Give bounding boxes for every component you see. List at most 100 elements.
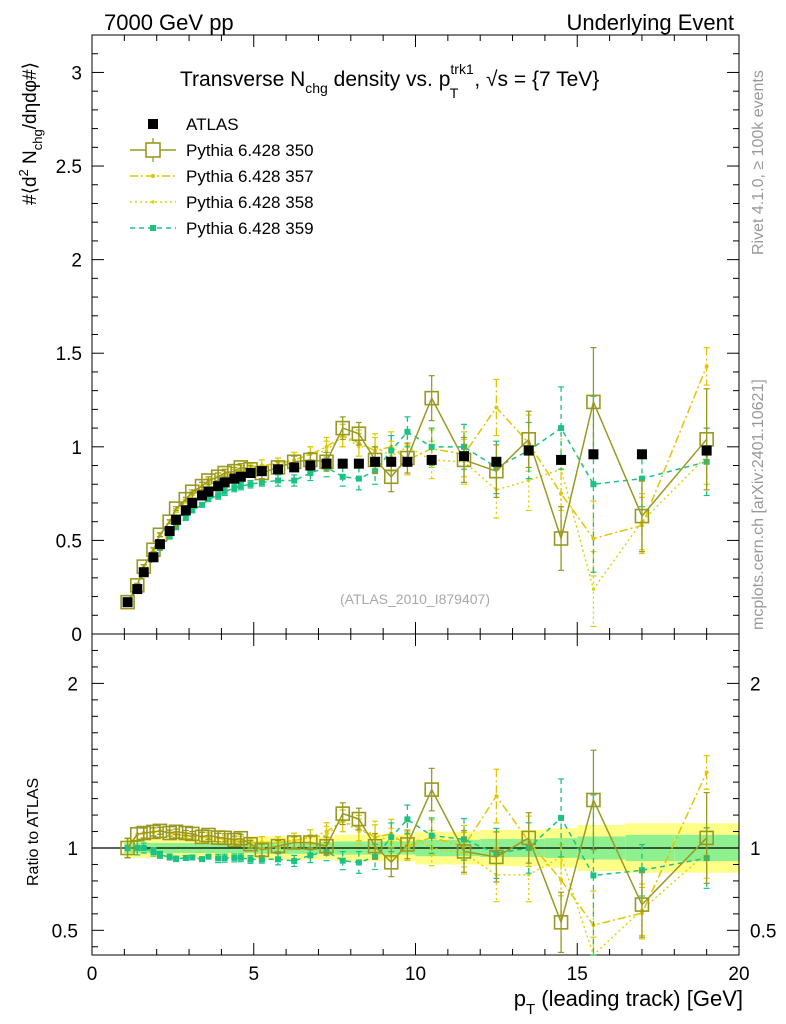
ratio-point-p350 [351,811,367,827]
ylabel-sub: chg [30,129,45,150]
ratio-point-p350 [699,830,714,846]
legend-entry-atlas: ATLAS [148,115,239,134]
legend-label: Pythia 6.428 359 [186,219,314,238]
ratio-point-p350 [254,842,270,858]
legend-marker [151,174,155,178]
data-point-atlas [523,445,534,456]
data-point-p359 [215,492,222,499]
data-point-atlas [556,454,567,465]
ratio-point-p359 [166,853,173,860]
ratio-point-p350 [553,915,569,930]
ratio-y-tick-label-right: 2 [750,674,761,695]
y-tick-label-top: 0.5 [56,531,82,552]
ratio-point-p357 [704,770,709,775]
ratio-point-p359 [258,856,265,863]
ratio-point-p350 [286,835,302,850]
ratio-point-p359 [247,856,254,863]
data-point-atlas [289,462,300,473]
data-point-p350 [120,594,135,610]
ylabel-c: /dηdφ#⟩ [20,62,41,129]
data-point-atlas [273,464,284,475]
title-sub1: chg [305,80,328,96]
data-point-p357 [591,536,596,541]
data-point-p357 [704,364,709,369]
x-tick-label: 15 [567,964,588,985]
data-point-atlas [337,458,348,469]
ratio-point-p359 [140,845,147,851]
data-point-p359 [638,475,645,482]
ratio-point-p359 [150,849,157,856]
data-point-p350 [383,469,399,485]
data-point-p359 [404,428,411,435]
header-left: 7000 GeV pp [104,10,234,35]
y-tick-label-top: 3 [71,63,82,84]
data-point-atlas [171,514,182,525]
data-point-p359 [388,447,395,454]
ratio-y-tick-label-left: 0.5 [52,921,78,942]
data-point-atlas [353,458,364,469]
ratio-point-p350 [456,844,472,859]
ratio-point-p358 [357,830,361,834]
data-point-atlas [138,567,149,578]
data-point-atlas [229,473,240,484]
data-point-p359 [291,477,298,484]
title-sub2: T [450,85,459,101]
data-point-atlas [386,456,397,467]
x-axis-label: pT (leading track) [GeV] [514,986,743,1018]
analysis-watermark: (ATLAS_2010_I879407) [340,591,490,607]
y-tick-label-top: 2.5 [56,157,82,178]
ratio-point-p350 [489,849,504,865]
legend-entry-p357: Pythia 6.428 357 [130,167,314,186]
data-point-p359 [339,473,346,480]
data-point-p358 [591,587,596,591]
ratio-point-p350 [634,897,650,912]
ratio-y-tick-label-right: 1 [750,839,761,860]
data-point-atlas [154,539,165,550]
ratio-point-p359 [237,854,244,861]
data-point-atlas [491,456,502,467]
data-point-atlas [122,597,133,608]
legend-entry-p359: Pythia 6.428 359 [130,219,314,238]
data-point-p350 [351,426,367,442]
data-point-atlas [164,526,175,537]
data-point-atlas [701,445,712,456]
legend-entry-p358: Pythia 6.428 358 [130,193,314,212]
y-tick-label-top: 1 [71,438,82,459]
y-tick-label-top: 1.5 [56,344,82,365]
data-point-atlas [370,456,381,467]
data-point-p359 [275,477,282,484]
series-line-p358 [126,434,708,603]
y-tick-label-top: 0 [71,625,82,646]
series-atlas [122,445,712,608]
legend: ATLAS Pythia 6.428 350 Pythia 6.428 357 Pyt… [130,115,314,238]
data-point-atlas [196,490,207,501]
data-point-p358 [324,448,329,453]
data-point-p359 [558,425,565,432]
y-axis-label-top: #⟨d2 Nchg/dηdφ#⟩ [16,62,45,205]
ylabel-b: N [20,150,41,169]
x-tick-label: 20 [728,964,749,985]
ratio-point-p359 [590,872,597,879]
plot-title: Transverse Nchg density vs. ptrk1 T , √s =… [180,61,599,101]
ratio-point-p359 [205,853,212,860]
ratio-point-p359 [231,854,238,861]
ratio-point-p350 [319,838,334,854]
y-tick-label-top: 2 [71,251,82,272]
ratio-line-p358 [127,819,708,957]
xlabel-sub: T [526,1001,535,1018]
data-point-p359 [198,501,205,508]
data-point-p358 [357,445,361,449]
ratio-point-p359 [558,814,565,821]
ratio-point-p350 [424,782,439,797]
ratio-line-p359 [127,816,707,877]
data-point-atlas [402,456,413,467]
ratio-point-p350 [120,840,135,856]
legend-marker [150,225,156,231]
data-point-p359 [428,443,435,450]
ratio-point-p357 [494,794,499,799]
data-point-atlas [426,454,437,465]
ylabel-sup: 2 [16,169,31,176]
ratio-point-p359 [134,845,141,851]
data-point-atlas [187,497,198,508]
ratio-point-p350 [383,855,399,870]
